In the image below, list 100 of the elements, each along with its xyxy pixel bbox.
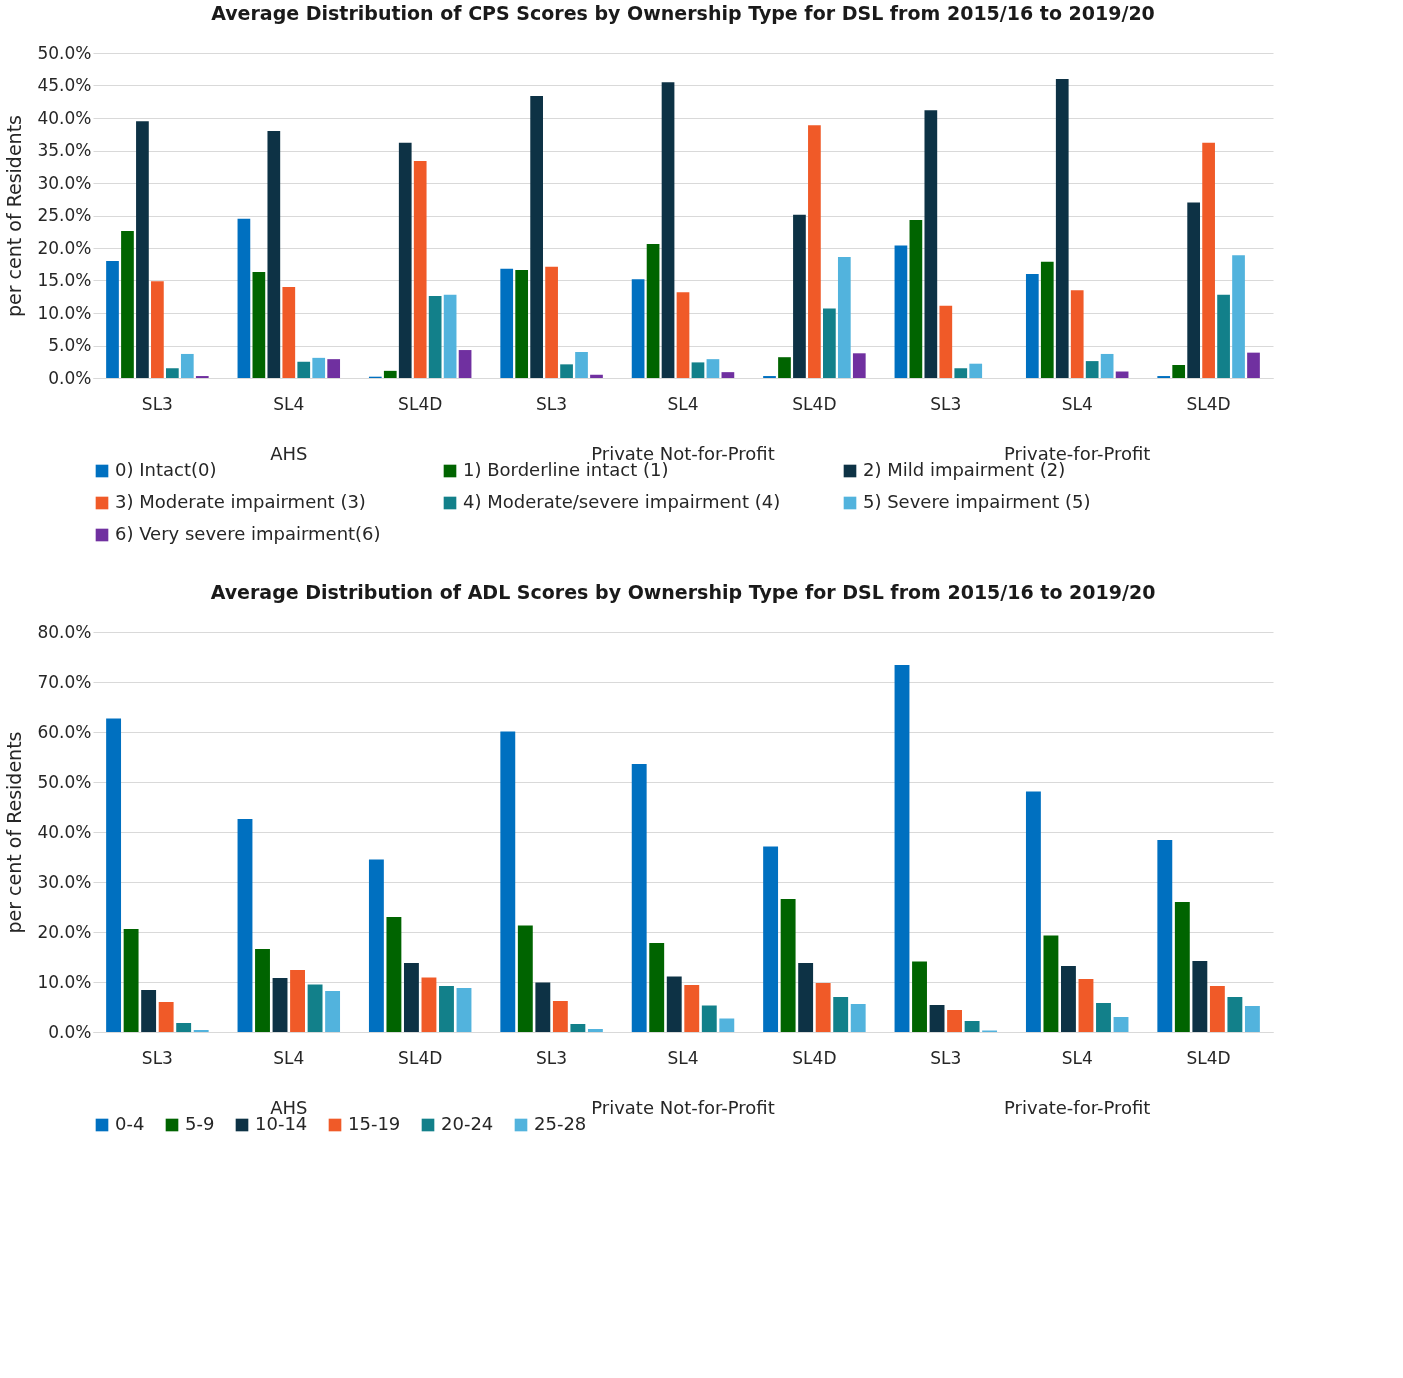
bar [515, 270, 529, 378]
bar [701, 1005, 717, 1032]
y-tick-label: 5.0% [48, 335, 92, 355]
bar [924, 110, 938, 378]
chart-title: Average Distribution of CPS Scores by Ownership Type for DSL from 2015/16 to 2019/20 [211, 2, 1155, 24]
x-tick-label: SL4D [792, 1047, 837, 1068]
y-tick-label: 20.0% [37, 921, 92, 942]
legend-label: 2) Mild impairment (2) [863, 459, 1066, 480]
bar [575, 352, 588, 378]
bar [252, 272, 266, 378]
bar [894, 665, 910, 1032]
bar [587, 1029, 603, 1032]
bar [312, 357, 326, 378]
bar [1070, 290, 1084, 378]
bar [778, 357, 791, 378]
bar [1025, 274, 1039, 378]
y-axis-title: per cent of Residents [3, 731, 26, 934]
bar [290, 970, 305, 1032]
x-tick-label: SL4 [667, 393, 699, 414]
bar [661, 82, 675, 378]
y-tick-label: 15.0% [37, 270, 92, 290]
bar [964, 1021, 980, 1032]
chart-title: Average Distribution of ADL Scores by Ownership Type for DSL from 2015/16 to 2019/20 [210, 581, 1156, 603]
x-tick-label: SL4 [667, 1047, 699, 1068]
bar [1244, 1006, 1260, 1032]
bar [1209, 986, 1225, 1032]
x-tick-label: SL4 [273, 1047, 305, 1068]
bar [560, 364, 573, 378]
y-tick-label: 45.0% [37, 75, 92, 95]
bar [1113, 1017, 1129, 1032]
bar [1040, 261, 1054, 378]
bar [517, 925, 533, 1032]
y-tick-label: 60.0% [37, 721, 92, 742]
x-tick-label: SL3 [930, 393, 962, 414]
bar [151, 281, 164, 378]
y-axis-title: per cent of Residents [3, 115, 26, 317]
bar [165, 368, 179, 378]
bar [850, 1004, 866, 1032]
bar [823, 308, 836, 378]
y-tick-label: 25.0% [37, 205, 92, 225]
x-tick-label: SL4D [1186, 393, 1231, 414]
bar [815, 983, 831, 1032]
y-tick-label: 30.0% [37, 172, 92, 193]
y-tick-label: 30.0% [37, 871, 92, 892]
bar [954, 368, 968, 378]
bar [929, 1005, 945, 1032]
bar [1025, 791, 1041, 1032]
bar [1172, 365, 1186, 378]
bar [837, 257, 851, 378]
y-tick-label: 35.0% [37, 140, 92, 160]
bar [500, 268, 514, 378]
bar [793, 214, 806, 378]
x-tick-label: SL4D [398, 1047, 443, 1068]
legend-label: 1) Borderline intact (1) [463, 459, 669, 480]
bar [439, 986, 454, 1032]
bar [1061, 966, 1076, 1032]
bar [894, 245, 908, 378]
bar [1187, 202, 1201, 378]
bar [530, 95, 543, 378]
bar [106, 718, 122, 1032]
bar [1232, 255, 1245, 378]
bar [325, 991, 341, 1032]
x-tick-label: SL4 [1061, 1047, 1093, 1068]
bar [1078, 979, 1094, 1032]
bar [852, 353, 866, 378]
bar [570, 1024, 586, 1032]
bar [123, 929, 139, 1032]
bar [421, 977, 437, 1032]
legend-label: 5-9 [185, 1113, 215, 1134]
bar [386, 917, 402, 1032]
legend-label: 20-24 [441, 1113, 494, 1134]
bar [833, 997, 849, 1032]
bar [255, 949, 270, 1032]
y-tick-label: 40.0% [37, 821, 92, 842]
y-tick-label: 40.0% [37, 107, 92, 128]
bar [631, 764, 647, 1032]
bar [1100, 353, 1114, 378]
bar [237, 218, 251, 378]
bar [719, 1018, 735, 1032]
bar [1247, 352, 1260, 378]
x-tick-label: SL3 [141, 1047, 173, 1068]
bar [383, 370, 397, 378]
bar [721, 372, 735, 378]
text: AHS [270, 443, 308, 464]
bar [691, 362, 705, 378]
bar [176, 1023, 192, 1032]
x-tick-label: SL3 [536, 1047, 568, 1068]
legend-label: 15-19 [348, 1113, 401, 1134]
bar [1227, 997, 1243, 1032]
bar [1157, 840, 1173, 1032]
bar [136, 121, 149, 378]
bar [1174, 902, 1190, 1032]
x-tick-label: SL4D [1186, 1047, 1231, 1068]
bar [282, 287, 296, 378]
bar [121, 231, 134, 378]
bar [649, 943, 665, 1032]
bar [947, 1010, 963, 1032]
bar [141, 990, 157, 1032]
bar [939, 305, 953, 378]
bar [106, 261, 119, 378]
